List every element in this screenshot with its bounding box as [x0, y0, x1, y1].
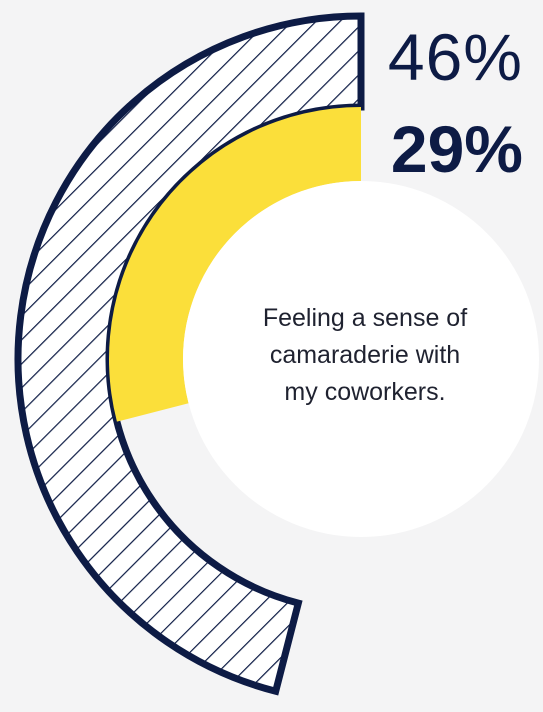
center-label-line-2: camaraderie with [230, 337, 500, 374]
center-label-line-3: my coworkers. [230, 374, 500, 411]
center-label-line-1: Feeling a sense of [230, 300, 500, 337]
center-label: Feeling a sense of camaraderie with my c… [230, 300, 500, 411]
inner-percentage-label: 29% [391, 116, 523, 182]
outer-percentage-label: 46% [388, 24, 523, 90]
